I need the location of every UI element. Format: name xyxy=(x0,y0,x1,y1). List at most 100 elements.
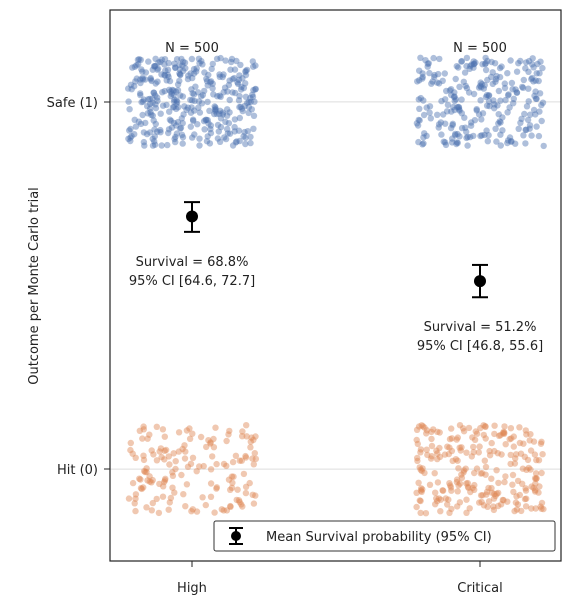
safe-trial-point xyxy=(161,61,168,68)
safe-trial-point xyxy=(161,71,168,79)
safe-trial-point xyxy=(138,66,145,73)
safe-trial-point xyxy=(131,63,139,70)
safe-trial-point xyxy=(224,130,231,137)
safe-trial-point xyxy=(166,86,173,94)
safe-trial-point xyxy=(429,78,436,85)
safe-trial-point xyxy=(456,106,463,113)
x-tick-label-critical: Critical xyxy=(457,581,502,596)
safe-trial-point xyxy=(442,120,449,127)
hit-trial-point xyxy=(229,458,237,466)
safe-trial-point xyxy=(193,65,200,72)
safe-trial-point xyxy=(242,134,249,141)
safe-trial-point xyxy=(229,89,236,96)
hit-trial-point xyxy=(199,494,206,501)
safe-trial-point xyxy=(219,73,226,81)
safe-trial-point xyxy=(532,77,539,84)
hit-trial-point xyxy=(501,429,508,436)
hit-trial-point xyxy=(234,486,241,493)
hit-trial-point xyxy=(437,508,444,515)
safe-trial-point xyxy=(477,82,484,90)
hit-trial-point xyxy=(513,451,520,458)
safe-trial-point xyxy=(454,139,461,147)
hit-trial-point xyxy=(416,497,423,504)
hit-trial-point xyxy=(243,433,250,440)
hit-trial-point xyxy=(240,470,248,478)
safe-trial-point xyxy=(483,91,491,99)
safe-trial-point xyxy=(135,118,143,125)
hit-trial-point xyxy=(434,450,441,457)
hit-trial-point xyxy=(453,478,461,486)
safe-trial-point xyxy=(165,129,172,137)
hit-trial-point xyxy=(250,436,257,444)
safe-trial-point xyxy=(251,98,258,105)
safe-trial-point xyxy=(225,120,233,127)
safe-trial-point xyxy=(190,91,198,98)
safe-trial-point xyxy=(140,129,148,136)
safe-trial-point xyxy=(482,54,489,62)
safe-trial-point xyxy=(521,110,528,118)
safe-trial-point xyxy=(127,125,134,133)
y-axis: Safe (1) Hit (0) Outcome per Monte Carlo… xyxy=(27,96,110,478)
hit-trial-point xyxy=(153,457,161,464)
safe-trial-point xyxy=(157,110,164,117)
safe-trial-point xyxy=(417,94,424,102)
hit-trial-point xyxy=(419,423,427,430)
hit-trial-point xyxy=(236,499,243,506)
hit-trial-point xyxy=(197,433,205,441)
hit-trial-point xyxy=(238,457,245,464)
hit-trial-point xyxy=(189,454,197,461)
hit-trial-point xyxy=(490,495,498,502)
hit-trial-point xyxy=(523,495,530,502)
safe-trial-point xyxy=(178,115,185,122)
safe-trial-point xyxy=(226,109,233,116)
hit-trial-point xyxy=(456,480,464,487)
hit-trial-point xyxy=(434,497,441,505)
hit-trial-point xyxy=(146,431,153,438)
safe-trial-point xyxy=(164,71,171,79)
safe-trial-point xyxy=(440,138,447,145)
safe-trial-point xyxy=(237,61,244,69)
safe-trial-point xyxy=(424,63,431,70)
hit-trial-point xyxy=(172,465,179,473)
safe-trial-point xyxy=(204,82,211,89)
safe-trial-point xyxy=(504,109,511,116)
safe-trial-point xyxy=(206,140,214,147)
hit-trial-point xyxy=(246,479,253,487)
safe-trial-point xyxy=(139,68,146,75)
hit-trial-point xyxy=(495,502,502,510)
safe-trial-point xyxy=(245,98,252,106)
safe-trial-point xyxy=(458,124,466,132)
safe-trial-point xyxy=(475,111,483,118)
safe-trial-point xyxy=(183,106,190,114)
hit-trial-point xyxy=(464,479,471,487)
safe-trial-point xyxy=(179,93,187,100)
hit-trial-point xyxy=(144,435,151,442)
hit-trial-point xyxy=(427,455,435,462)
legend-mean-marker xyxy=(231,531,241,541)
safe-trial-point xyxy=(202,116,209,124)
safe-trial-point xyxy=(220,71,227,78)
safe-trial-point xyxy=(501,84,509,92)
safe-trial-point xyxy=(458,110,465,117)
safe-trial-point xyxy=(179,120,186,127)
hit-trial-point xyxy=(207,493,215,500)
hit-trial-point xyxy=(166,499,173,506)
safe-trial-point xyxy=(157,129,164,136)
safe-trial-point xyxy=(489,80,496,88)
safe-trial-point xyxy=(225,81,233,89)
safe-trial-point xyxy=(501,80,508,87)
hit-trial-point xyxy=(491,447,498,455)
hit-trial-point xyxy=(516,424,523,431)
safe-trial-point xyxy=(131,116,138,124)
hit-trial-point xyxy=(456,444,463,451)
safe-trial-point xyxy=(233,57,240,65)
safe-trial-point xyxy=(497,131,504,138)
safe-trial-point xyxy=(154,97,161,105)
safe-trial-point xyxy=(180,111,187,118)
safe-trial-point xyxy=(195,104,202,111)
safe-trial-point xyxy=(224,88,231,95)
hit-trial-point xyxy=(447,484,455,491)
safe-trial-point xyxy=(148,77,155,85)
safe-trial-point xyxy=(430,54,437,62)
safe-trial-point xyxy=(207,79,214,86)
